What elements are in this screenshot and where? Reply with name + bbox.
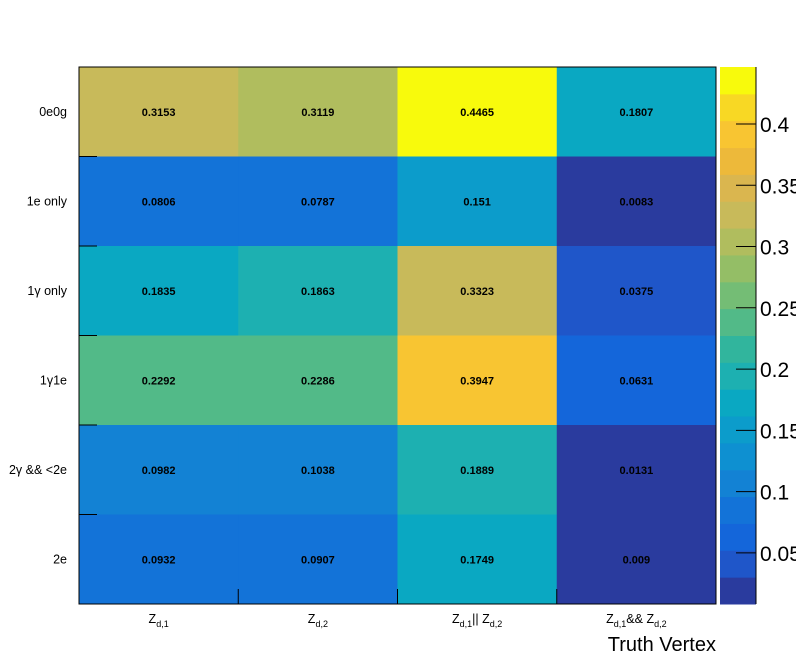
heatmap-cell — [79, 67, 239, 157]
x-category-label: Zd,2 — [308, 612, 328, 629]
y-category-label: 2e — [53, 552, 67, 566]
cell-value-label: 0.0806 — [142, 196, 176, 208]
heatmap-cell — [397, 67, 558, 157]
colorbar-level — [720, 335, 756, 363]
colorbar-level — [720, 120, 756, 149]
cell-value-label: 0.4465 — [460, 107, 494, 119]
cell-value-label: 0.3323 — [460, 286, 494, 298]
heatmap-cell — [238, 514, 398, 605]
colorbar-tick-label: 0.1 — [760, 482, 789, 505]
heatmap-cell — [556, 425, 717, 515]
colorbar-level — [720, 201, 756, 229]
colorbar-level — [720, 577, 756, 605]
heatmap-cell — [238, 246, 398, 336]
heatmap-cell — [556, 67, 717, 157]
heatmap-cell — [79, 425, 239, 515]
heatmap-cell — [79, 246, 239, 336]
heatmap-cell — [238, 156, 398, 247]
cell-value-label: 0.0932 — [142, 554, 176, 566]
cell-value-label: 0.3119 — [301, 107, 334, 119]
x-axis-labels: Zd,1 Zd,2 Zd,1|| Zd,2 Zd,1&& Zd,2 — [149, 612, 667, 629]
color-scale-bar: 0.05 0.1 0.15 0.2 0.25 0.3 0.35 0.4 — [720, 67, 796, 605]
cell-value-label: 0.1038 — [301, 465, 335, 477]
cell-value-label: 0.0787 — [301, 196, 335, 208]
heatmap-cell — [556, 156, 717, 247]
heatmap-cell — [556, 514, 717, 605]
heatmap-cell — [397, 335, 558, 426]
colorbar-level — [720, 147, 756, 175]
heatmap-cell — [79, 335, 239, 426]
colorbar-tick-label: 0.35 — [760, 175, 796, 198]
cell-value-label: 0.3153 — [142, 107, 176, 119]
x-axis-title: Truth Vertex — [608, 634, 716, 656]
colorbar-tick-label: 0.15 — [760, 420, 796, 443]
colorbar-level — [720, 442, 756, 471]
colorbar-level — [720, 496, 756, 524]
heatmap-cell — [397, 425, 558, 515]
cell-value-label: 0.2292 — [142, 375, 176, 387]
y-category-label: 1γ1e — [40, 373, 67, 387]
colorbar-level — [720, 362, 756, 390]
cell-value-labels: 0.3153 0.3119 0.4465 0.1807 0.0806 0.0787 0.15… — [142, 107, 653, 567]
cell-value-label: 0.009 — [623, 554, 651, 566]
colorbar-level — [720, 67, 756, 95]
heatmap-cell — [238, 425, 398, 515]
cell-value-label: 0.0631 — [620, 375, 654, 387]
heatmap-cell — [556, 246, 717, 336]
y-category-label: 1e only — [27, 194, 68, 208]
plot-frame — [78, 66, 717, 605]
colorbar-level — [720, 469, 756, 498]
colorbar-level — [720, 254, 756, 283]
heatmap-cell — [238, 335, 398, 426]
x-category-label: Zd,1|| Zd,2 — [452, 612, 502, 629]
cell-value-label: 0.1835 — [142, 286, 176, 298]
heatmap-cell — [238, 67, 398, 157]
colorbar-level — [720, 93, 756, 122]
colorbar-level — [720, 308, 756, 336]
colorbar-level — [720, 416, 756, 444]
heatmap-cell — [79, 156, 239, 247]
x-category-label: Zd,1 — [149, 612, 169, 629]
cell-value-label: 0.2286 — [301, 375, 335, 387]
colorbar-tick-label: 0.25 — [760, 298, 796, 321]
y-category-label: 1γ only — [27, 284, 67, 298]
heatmap-cells — [79, 67, 717, 605]
cell-value-label: 0.1863 — [301, 286, 335, 298]
colorbar-level — [720, 174, 756, 202]
cell-value-label: 0.0375 — [620, 286, 654, 298]
cell-value-label: 0.1889 — [460, 465, 494, 477]
colorbar-level — [720, 281, 756, 310]
colorbar-tick-label: 0.3 — [760, 237, 789, 260]
colorbar-level — [720, 550, 756, 578]
colorbar-tick-label: 0.2 — [760, 359, 789, 382]
cell-value-label: 0.0131 — [620, 465, 654, 477]
cell-value-label: 0.3947 — [460, 375, 494, 387]
colorbar-tick-label: 0.05 — [760, 543, 796, 566]
heatmap-cell — [397, 514, 558, 605]
colorbar-level — [720, 523, 756, 551]
heatmap-cell — [556, 335, 717, 426]
heatmap-cell — [79, 514, 239, 605]
y-axis-labels: 0e0g 1e only 1γ only 1γ1e 2γ && <2e 2e — [9, 105, 68, 567]
cell-value-label: 0.1807 — [620, 107, 654, 119]
x-category-label: Zd,1&& Zd,2 — [606, 612, 666, 629]
cell-value-label: 0.1749 — [460, 554, 494, 566]
colorbar-level — [720, 228, 756, 256]
heatmap-cell — [397, 246, 558, 336]
cell-value-label: 0.151 — [463, 196, 491, 208]
y-category-label: 2γ && <2e — [9, 463, 67, 477]
y-category-label: 0e0g — [39, 105, 67, 119]
cell-value-label: 0.0982 — [142, 465, 176, 477]
colorbar-tick-label: 0.4 — [760, 114, 790, 137]
cell-value-label: 0.0907 — [301, 554, 335, 566]
colorbar-level — [720, 389, 756, 417]
heatmap-cell — [397, 156, 558, 247]
cell-value-label: 0.0083 — [620, 196, 654, 208]
